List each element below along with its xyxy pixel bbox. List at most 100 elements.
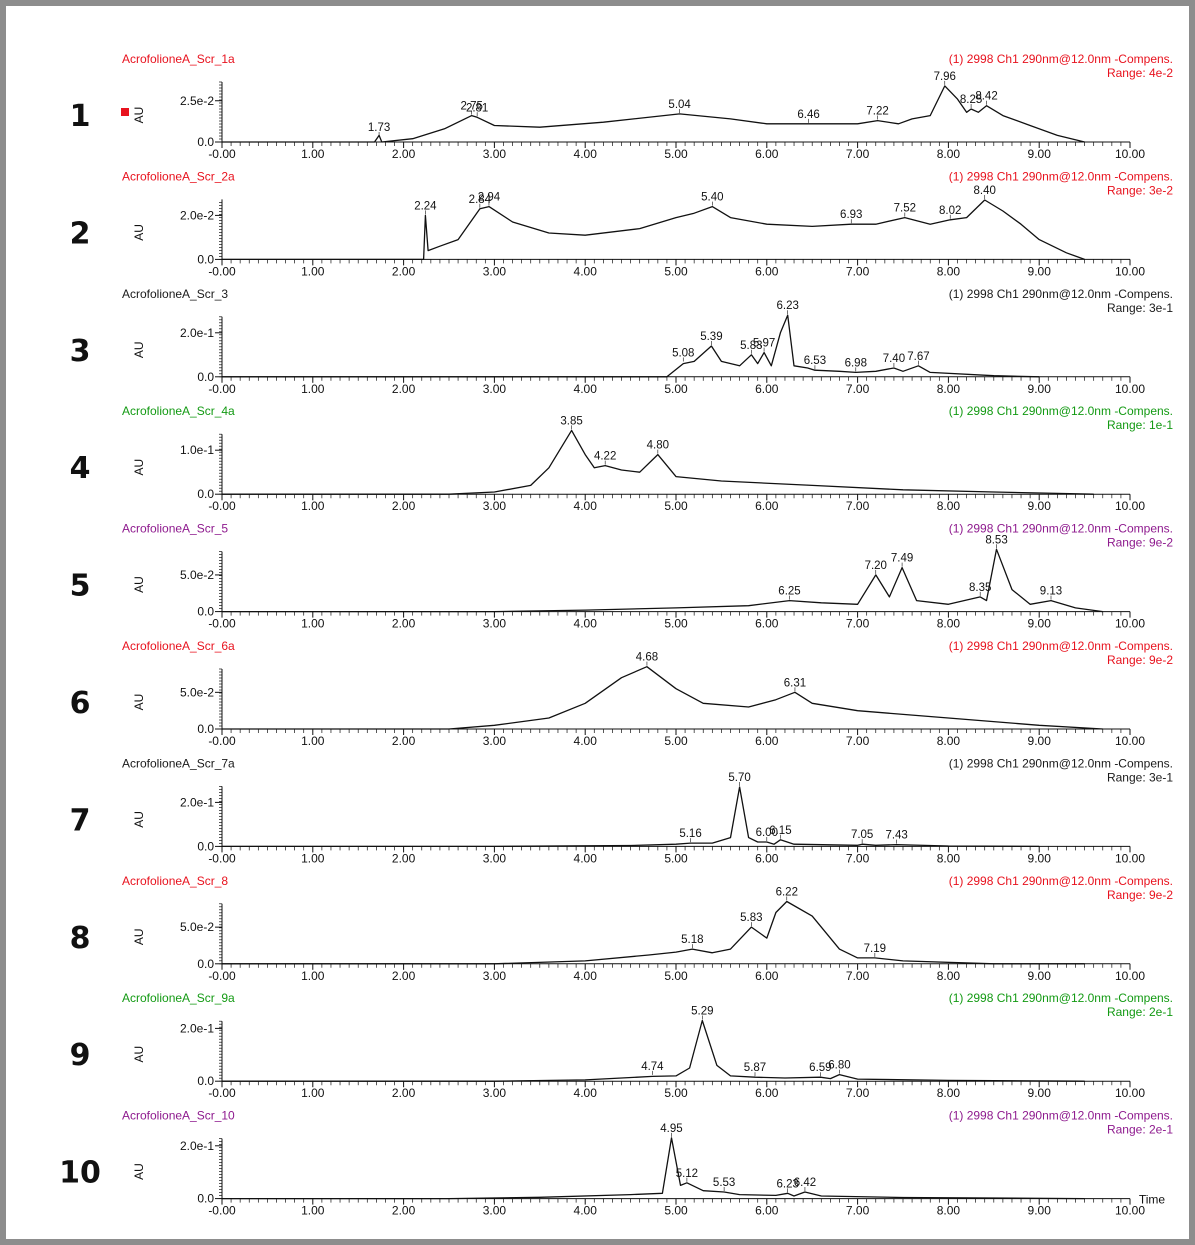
y-tick-label: 2.0e-1 <box>180 1021 214 1035</box>
x-tick-label: 4.00 <box>574 147 598 161</box>
active-marker <box>121 108 129 116</box>
x-tick-label: 10.00 <box>1115 851 1145 865</box>
chromatogram-trace <box>222 1019 1085 1082</box>
x-tick-label: 6.00 <box>755 264 779 278</box>
x-tick-label: 10.00 <box>1115 264 1145 278</box>
peak-label: 2.94 <box>478 192 501 204</box>
x-tick-label: 10.00 <box>1115 734 1145 748</box>
peak-label: 6.15 <box>769 825 791 837</box>
channel-label: (1) 2998 Ch1 290nm@12.0nm -Compens. <box>949 991 1173 1005</box>
x-tick-label: 5.00 <box>664 1204 688 1218</box>
peak-label: 4.68 <box>636 652 658 664</box>
chromatogram-panel-5: AcrofolioneA_Scr_5 (1) 2998 Ch1 290nm@12.… <box>70 522 1174 631</box>
x-tick-label: 9.00 <box>1028 264 1052 278</box>
y-axis-label: AU <box>132 107 146 124</box>
x-tick-label: 9.00 <box>1028 969 1052 983</box>
y-tick-label: 0.0 <box>197 605 214 619</box>
channel-label: (1) 2998 Ch1 290nm@12.0nm -Compens. <box>949 52 1173 66</box>
peak-label: 6.93 <box>840 209 862 221</box>
x-tick-label: 7.00 <box>846 617 870 631</box>
panel-number: 4 <box>70 451 91 486</box>
peak-label: 9.13 <box>1040 586 1062 598</box>
channel-label: (1) 2998 Ch1 290nm@12.0nm -Compens. <box>949 522 1173 536</box>
chromatogram-trace <box>222 548 1103 613</box>
peak-label: 6.23 <box>776 1178 798 1190</box>
chromatogram-trace <box>222 666 1103 730</box>
x-tick-label: 1.00 <box>301 734 325 748</box>
x-tick-label: 2.00 <box>392 1086 416 1100</box>
peak-label: 7.96 <box>934 71 956 83</box>
x-tick-label: 5.00 <box>664 147 688 161</box>
range-label: Range: 4e-2 <box>1107 66 1173 80</box>
x-tick-label: -0.00 <box>208 617 236 631</box>
x-tick-label: 9.00 <box>1028 734 1052 748</box>
x-tick-label: 1.00 <box>301 617 325 631</box>
peak-label: 7.67 <box>907 351 929 363</box>
y-tick-label: 1.0e-1 <box>180 443 214 457</box>
x-tick-label: 1.00 <box>301 499 325 513</box>
x-tick-label: 10.00 <box>1115 969 1145 983</box>
x-tick-label: 10.00 <box>1115 617 1145 631</box>
peak-label: 2.24 <box>414 200 437 212</box>
x-tick-label: 4.00 <box>574 969 598 983</box>
sample-name: AcrofolioneA_Scr_1a <box>122 52 235 66</box>
peak-label: 5.87 <box>744 1062 766 1074</box>
y-tick-label: 2.0e-1 <box>180 326 214 340</box>
peak-label: 5.53 <box>713 1177 735 1189</box>
y-axis-label: AU <box>132 1163 146 1180</box>
y-tick-label: 0.0 <box>197 370 214 384</box>
peak-label: 8.02 <box>939 205 961 217</box>
peak-label: 8.25 <box>960 94 982 106</box>
chromatogram-panel-7: AcrofolioneA_Scr_7a (1) 2998 Ch1 290nm@12… <box>70 756 1174 865</box>
x-tick-label: 8.00 <box>937 617 961 631</box>
panel-number: 9 <box>70 1038 91 1073</box>
sample-name: AcrofolioneA_Scr_10 <box>122 1109 235 1123</box>
x-tick-label: 3.00 <box>483 734 507 748</box>
x-tick-label: 4.00 <box>574 734 598 748</box>
x-tick-label: 2.00 <box>392 617 416 631</box>
chromatogram-trace <box>222 786 1040 848</box>
y-tick-label: 5.0e-2 <box>180 920 214 934</box>
x-tick-label: 5.00 <box>664 851 688 865</box>
x-tick-label: 4.00 <box>574 499 598 513</box>
range-label: Range: 3e-2 <box>1107 183 1173 197</box>
x-tick-label: 3.00 <box>483 617 507 631</box>
y-tick-label: 2.5e-2 <box>180 94 214 108</box>
x-tick-label: 10.00 <box>1115 382 1145 396</box>
y-axis-label: AU <box>132 1046 146 1063</box>
y-axis-label: AU <box>132 224 146 241</box>
peak-label: 6.22 <box>776 886 798 898</box>
peak-label: 5.08 <box>672 348 694 360</box>
range-label: Range: 9e-2 <box>1107 653 1173 667</box>
panel-number: 10 <box>59 1156 101 1191</box>
x-tick-label: 7.00 <box>846 734 870 748</box>
x-tick-label: -0.00 <box>208 734 236 748</box>
x-tick-label: 9.00 <box>1028 1086 1052 1100</box>
x-tick-label: 7.00 <box>846 1086 870 1100</box>
y-axis-label: AU <box>132 694 146 711</box>
x-tick-label: 5.00 <box>664 382 688 396</box>
x-axis-title: Time <box>1139 1193 1166 1207</box>
x-tick-label: 4.00 <box>574 264 598 278</box>
channel-label: (1) 2998 Ch1 290nm@12.0nm -Compens. <box>949 404 1173 418</box>
peak-label: 5.18 <box>681 934 703 946</box>
x-tick-label: -0.00 <box>208 1086 236 1100</box>
sample-name: AcrofolioneA_Scr_4a <box>122 404 235 418</box>
x-tick-label: -0.00 <box>208 264 236 278</box>
sample-name: AcrofolioneA_Scr_8 <box>122 874 228 888</box>
peak-label: 7.40 <box>883 353 905 365</box>
y-axis-label: AU <box>132 811 146 828</box>
x-tick-label: 2.00 <box>392 734 416 748</box>
x-tick-label: 7.00 <box>846 969 870 983</box>
channel-label: (1) 2998 Ch1 290nm@12.0nm -Compens. <box>949 874 1173 888</box>
panel-number: 7 <box>70 803 91 838</box>
x-tick-label: 7.00 <box>846 1204 870 1218</box>
x-tick-label: 9.00 <box>1028 499 1052 513</box>
channel-label: (1) 2998 Ch1 290nm@12.0nm -Compens. <box>949 1109 1173 1123</box>
peak-label: 6.00 <box>756 827 778 839</box>
peak-label: 8.35 <box>969 582 991 594</box>
peak-label: 7.49 <box>891 553 913 565</box>
peak-label: 2.75 <box>461 101 483 113</box>
x-tick-label: 9.00 <box>1028 1204 1052 1218</box>
y-axis-label: AU <box>132 341 146 358</box>
